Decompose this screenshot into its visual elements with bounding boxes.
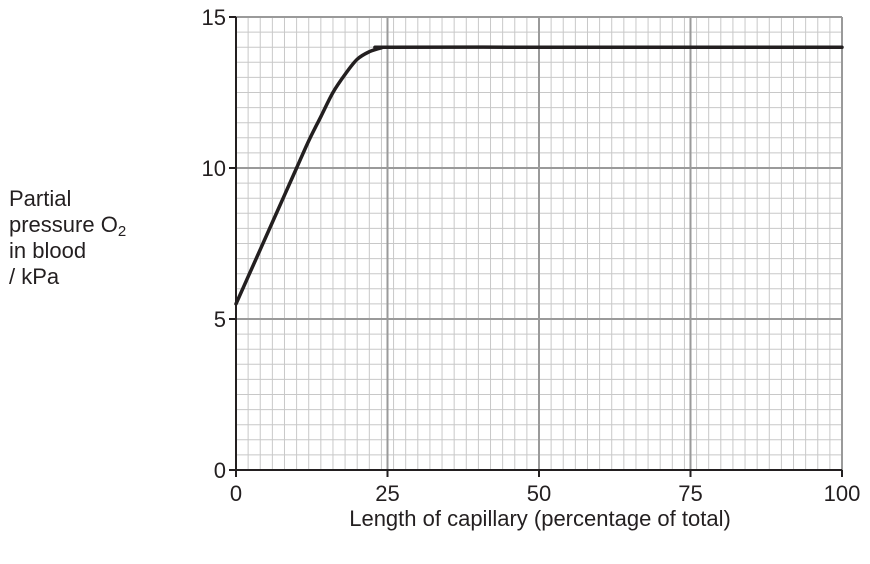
x-tick-label: 100 xyxy=(824,481,861,506)
y-tick-label: 0 xyxy=(214,458,226,483)
tick-labels: 0 5 10 15 0 25 50 75 100 xyxy=(202,5,861,506)
y-axis-label-line-1: Partial xyxy=(9,186,72,211)
y-axis-label-line-4: / kPa xyxy=(9,264,60,289)
y-tick-label: 15 xyxy=(202,5,226,30)
y-axis-label-line-2-main: pressure O xyxy=(9,212,118,237)
x-tick-label: 25 xyxy=(375,481,399,506)
y-axis-label-subscript: 2 xyxy=(117,223,127,240)
x-axis-label: Length of capillary (percentage of total… xyxy=(349,506,731,531)
y-tick-label: 10 xyxy=(202,156,226,181)
x-tick-label: 50 xyxy=(527,481,551,506)
y-axis-label: Partial pressure O2 in blood / kPa xyxy=(9,186,126,290)
axes xyxy=(229,16,843,477)
y-axis-label-line-3: in blood xyxy=(9,238,87,263)
x-tick-label: 0 xyxy=(230,481,242,506)
series-layer xyxy=(234,45,844,306)
x-tick-label: 75 xyxy=(678,481,702,506)
series-line xyxy=(234,45,844,306)
y-tick-label: 5 xyxy=(214,307,226,332)
y-axis-label-line-2: pressure O2 xyxy=(9,212,127,240)
